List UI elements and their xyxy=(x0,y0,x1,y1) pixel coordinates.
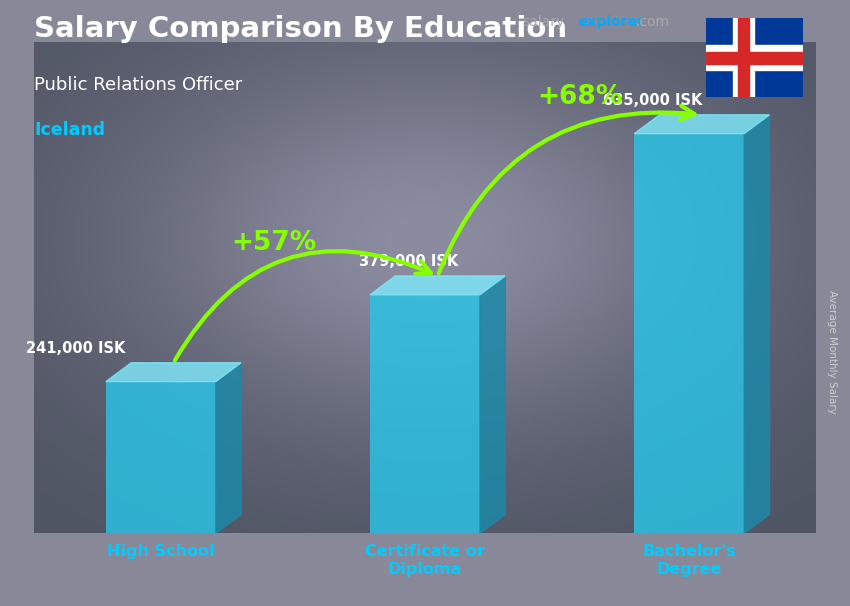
Text: 379,000 ISK: 379,000 ISK xyxy=(360,255,459,270)
Text: .com: .com xyxy=(636,15,670,29)
Polygon shape xyxy=(370,276,505,295)
Bar xyxy=(634,134,744,533)
Bar xyxy=(706,52,803,64)
Polygon shape xyxy=(634,115,769,134)
Bar xyxy=(370,295,480,533)
Text: +57%: +57% xyxy=(231,230,316,256)
Text: Iceland: Iceland xyxy=(34,121,105,139)
Text: Salary Comparison By Education: Salary Comparison By Education xyxy=(34,15,567,43)
Text: Public Relations Officer: Public Relations Officer xyxy=(34,76,242,94)
Polygon shape xyxy=(216,363,241,533)
Bar xyxy=(738,18,749,97)
Bar xyxy=(706,45,803,70)
Text: 635,000 ISK: 635,000 ISK xyxy=(603,93,702,108)
Text: Average Monthly Salary: Average Monthly Salary xyxy=(827,290,837,413)
Polygon shape xyxy=(106,363,241,382)
Bar xyxy=(106,382,216,533)
Text: explorer: explorer xyxy=(578,15,644,29)
Text: +68%: +68% xyxy=(538,84,623,110)
Polygon shape xyxy=(480,276,505,533)
Text: salary: salary xyxy=(523,15,565,29)
Text: 241,000 ISK: 241,000 ISK xyxy=(26,341,125,356)
Bar xyxy=(733,18,755,97)
Polygon shape xyxy=(744,115,769,533)
